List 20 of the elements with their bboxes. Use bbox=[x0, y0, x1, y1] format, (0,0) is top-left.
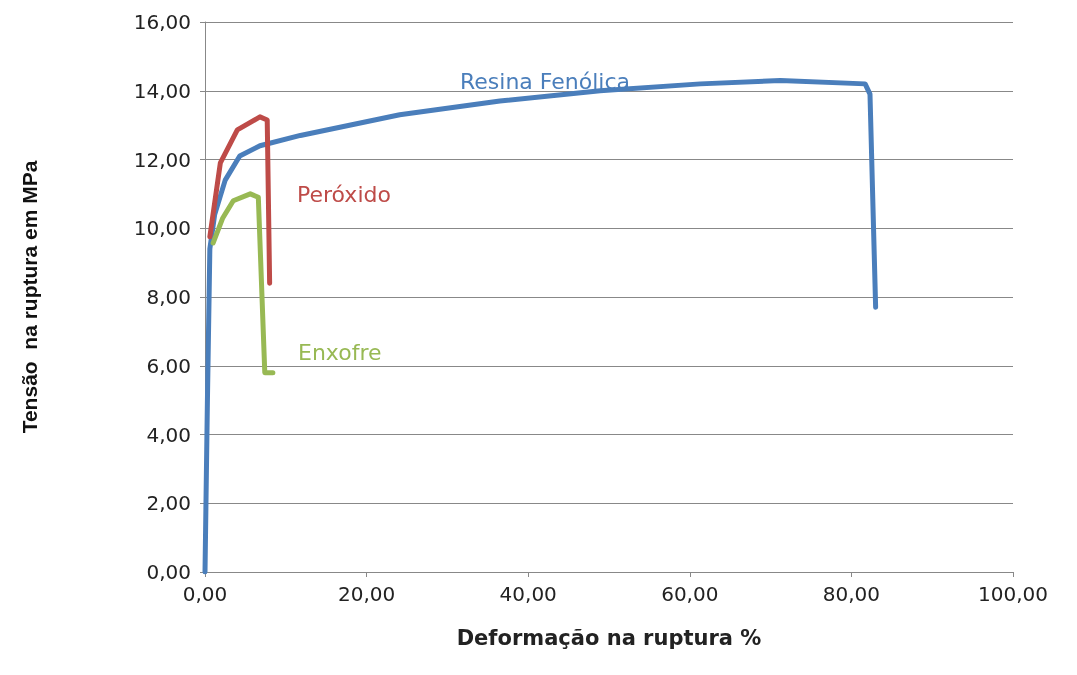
x-axis-title: Deformação na ruptura % bbox=[456, 625, 762, 650]
y-tick-label: 14,00 bbox=[133, 78, 191, 103]
series-label: Peróxido bbox=[297, 181, 391, 207]
x-tick-label: 100,00 bbox=[978, 582, 1048, 606]
y-axis-title: Tensão na ruptura em MPa bbox=[18, 160, 41, 434]
x-tick-label: 20,00 bbox=[337, 582, 396, 606]
x-tick-label: 80,00 bbox=[822, 582, 881, 606]
y-tick-label: 10,00 bbox=[133, 216, 191, 241]
x-tick-label: 0,00 bbox=[182, 582, 228, 606]
series-label: Resina Fenólica bbox=[460, 68, 631, 94]
series-label: Enxofre bbox=[298, 339, 382, 365]
y-tick-label: 8,00 bbox=[146, 285, 191, 309]
y-tick-label: 2,00 bbox=[146, 491, 191, 516]
y-tick-label: 16,00 bbox=[133, 10, 191, 34]
x-tick-label: 60,00 bbox=[661, 582, 719, 606]
y-tick-label: 4,00 bbox=[146, 422, 191, 447]
y-tick-label: 6,00 bbox=[146, 353, 191, 378]
x-tick-label: 40,00 bbox=[499, 582, 557, 606]
y-tick-label: 12,00 bbox=[133, 147, 191, 172]
y-tick-label: 0,00 bbox=[146, 560, 191, 584]
